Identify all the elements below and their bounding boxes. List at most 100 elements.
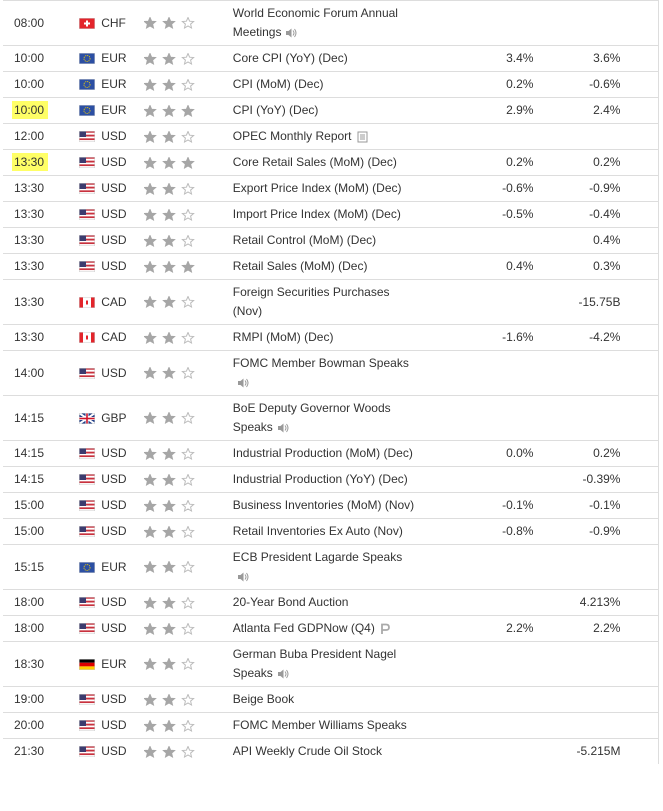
time-cell: 15:15 bbox=[3, 544, 79, 590]
event-cell: Retail Inventories Ex Auto (Nov) bbox=[232, 518, 438, 545]
star bbox=[161, 622, 176, 635]
speaker-wave bbox=[244, 378, 249, 388]
flag-part bbox=[85, 335, 88, 340]
event-row: 18:00 USD Atlanta Fed GDPNow (Q4) 2.2% 2.2% bbox=[3, 615, 659, 642]
flag-part bbox=[90, 332, 95, 344]
time-cell: 10:00 bbox=[3, 97, 79, 124]
previous-cell: 2.2% bbox=[537, 615, 621, 642]
event-cell: API Weekly Crude Oil Stock bbox=[232, 738, 438, 764]
flag-border bbox=[78, 105, 95, 117]
time: 14:15 bbox=[14, 472, 45, 486]
flag-part bbox=[78, 727, 95, 730]
flag-cell bbox=[78, 615, 102, 642]
previous-cell bbox=[537, 641, 621, 687]
flag-border bbox=[78, 332, 95, 344]
flag-part bbox=[78, 79, 95, 91]
flag-border bbox=[78, 17, 95, 29]
previous: -0.9% bbox=[589, 181, 621, 195]
flag-part bbox=[78, 53, 95, 65]
star bbox=[161, 525, 176, 538]
event-name: Retail Control (MoM) (Dec) bbox=[232, 233, 377, 247]
star bbox=[142, 622, 157, 635]
event-icon bbox=[286, 28, 297, 38]
star bbox=[142, 499, 157, 512]
flag-part bbox=[78, 753, 95, 756]
star bbox=[161, 260, 176, 273]
event-name: ECB President Lagarde Speaks bbox=[232, 550, 403, 564]
speaker-icon bbox=[277, 669, 284, 679]
importance-stars bbox=[142, 366, 195, 380]
flag-cell bbox=[78, 149, 102, 176]
event-row: 15:00 USD Business Inventories (MoM) (Nov)… bbox=[3, 492, 659, 519]
flag-border bbox=[78, 209, 95, 221]
forecast-cell bbox=[437, 466, 538, 493]
flag-part bbox=[78, 720, 86, 727]
event-name: BoE Deputy Governor Woods Speaks bbox=[232, 401, 391, 434]
flag-part bbox=[78, 720, 95, 723]
star bbox=[161, 52, 176, 65]
star bbox=[180, 78, 195, 91]
event-cell: German Buba President Nagel Speaks bbox=[232, 641, 438, 687]
flag-part bbox=[78, 371, 95, 374]
time-cell: 10:00 bbox=[3, 45, 79, 72]
spacer-cell bbox=[620, 149, 659, 176]
flag-part bbox=[78, 503, 95, 506]
previous: -0.9% bbox=[589, 524, 621, 538]
time-cell: 18:30 bbox=[3, 641, 79, 687]
flag-part bbox=[78, 600, 95, 603]
currency: USD bbox=[101, 518, 144, 545]
previous-cell: -0.9% bbox=[537, 175, 621, 202]
previous-cell: 0.2% bbox=[537, 440, 621, 467]
event-name: World Economic Forum Annual Meetings bbox=[232, 6, 398, 39]
flag-part bbox=[78, 529, 95, 532]
previous: 4.213% bbox=[579, 595, 621, 609]
previous: -0.1% bbox=[589, 498, 621, 512]
flag-part bbox=[78, 270, 95, 273]
importance-stars bbox=[142, 331, 195, 344]
importance-stars bbox=[142, 499, 195, 512]
previous: -5.215M bbox=[576, 744, 621, 758]
forecast: -0.8% bbox=[502, 524, 534, 538]
star bbox=[180, 745, 195, 758]
previous: 0.2% bbox=[593, 155, 621, 169]
event-name: Foreign Securities Purchases (Nov) bbox=[232, 285, 390, 318]
flag-border bbox=[78, 746, 95, 758]
spacer-cell bbox=[620, 492, 659, 519]
importance-stars bbox=[142, 104, 195, 117]
star bbox=[142, 331, 157, 344]
flag-border bbox=[78, 623, 95, 635]
importance-cell bbox=[142, 71, 233, 98]
flag-part bbox=[78, 602, 95, 605]
importance-cell bbox=[142, 227, 233, 254]
currency: USD bbox=[101, 123, 144, 150]
event-row: 19:00 USD Beige Book bbox=[3, 686, 659, 713]
star bbox=[180, 366, 195, 380]
forecast-cell: 0.2% bbox=[437, 149, 538, 176]
event-cell: Industrial Production (YoY) (Dec) bbox=[232, 466, 438, 493]
star bbox=[142, 560, 157, 574]
flag-part bbox=[78, 623, 95, 626]
spacer-cell bbox=[620, 350, 659, 396]
flag-part bbox=[78, 162, 95, 165]
flag-border bbox=[78, 157, 95, 169]
time: 21:30 bbox=[14, 744, 45, 758]
flag-part bbox=[83, 563, 91, 571]
previous: -4.2% bbox=[589, 330, 621, 344]
star bbox=[142, 693, 157, 706]
importance-cell bbox=[142, 324, 233, 351]
event-row: 21:30 USD API Weekly Crude Oil Stock -5.215… bbox=[3, 738, 659, 764]
flag-part bbox=[78, 755, 95, 758]
importance-cell bbox=[142, 253, 233, 280]
spacer-cell bbox=[620, 71, 659, 98]
flag-part bbox=[78, 332, 83, 344]
time: 14:15 bbox=[14, 410, 45, 425]
flag-part bbox=[78, 188, 95, 191]
previous: 2.4% bbox=[593, 103, 621, 117]
flag-part bbox=[78, 597, 86, 604]
importance-cell bbox=[142, 395, 233, 441]
flag-part bbox=[78, 453, 95, 456]
previous: 2.2% bbox=[593, 621, 621, 635]
importance-cell bbox=[142, 279, 233, 325]
previous-cell: 0.2% bbox=[537, 149, 621, 176]
flag-part bbox=[78, 526, 86, 533]
